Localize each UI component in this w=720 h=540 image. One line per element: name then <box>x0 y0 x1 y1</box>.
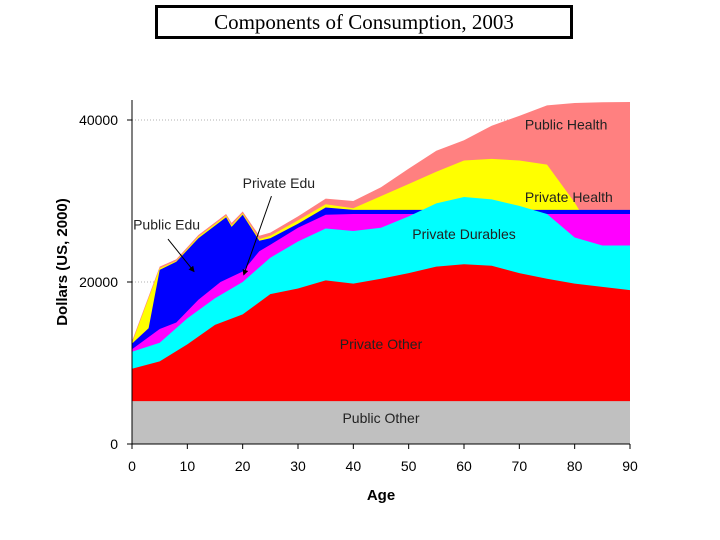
x-tick-label-30: 30 <box>290 458 306 474</box>
label-private-durables: Private Durables <box>412 226 516 242</box>
area-labels: Public Other Private Other Private Durable… <box>133 117 613 426</box>
area-private-other <box>132 264 630 444</box>
y-tick-label-20000: 20000 <box>79 274 118 290</box>
x-tick-label-60: 60 <box>456 458 472 474</box>
x-tick-label-40: 40 <box>346 458 362 474</box>
x-tick-label-90: 90 <box>622 458 638 474</box>
stacked-areas <box>132 102 630 444</box>
x-axis-title: Age <box>367 487 395 504</box>
x-tick-label-0: 0 <box>128 458 136 474</box>
private-edu-arrow <box>242 195 272 276</box>
axes: 0 10 20 30 40 50 60 70 80 90 0 20000 40000 <box>79 100 638 474</box>
label-private-other: Private Other <box>340 336 423 352</box>
label-public-edu: Public Edu <box>133 216 200 232</box>
y-axis-title: Dollars (US, 2000) <box>54 198 71 326</box>
label-public-health: Public Health <box>525 117 608 133</box>
slide-title: Components of Consumption, 2003 <box>155 5 573 39</box>
label-public-other: Public Other <box>342 410 419 426</box>
x-tick-label-50: 50 <box>401 458 417 474</box>
y-tick-label-40000: 40000 <box>79 112 118 128</box>
x-tick-label-70: 70 <box>512 458 528 474</box>
label-private-health: Private Health <box>525 189 613 205</box>
x-tick-label-80: 80 <box>567 458 583 474</box>
area-public-other <box>132 401 630 444</box>
x-tick-label-10: 10 <box>180 458 196 474</box>
y-tick-label-0: 0 <box>110 436 118 452</box>
label-private-edu: Private Edu <box>243 175 315 191</box>
x-tick-label-20: 20 <box>235 458 251 474</box>
public-edu-arrow <box>167 238 195 273</box>
